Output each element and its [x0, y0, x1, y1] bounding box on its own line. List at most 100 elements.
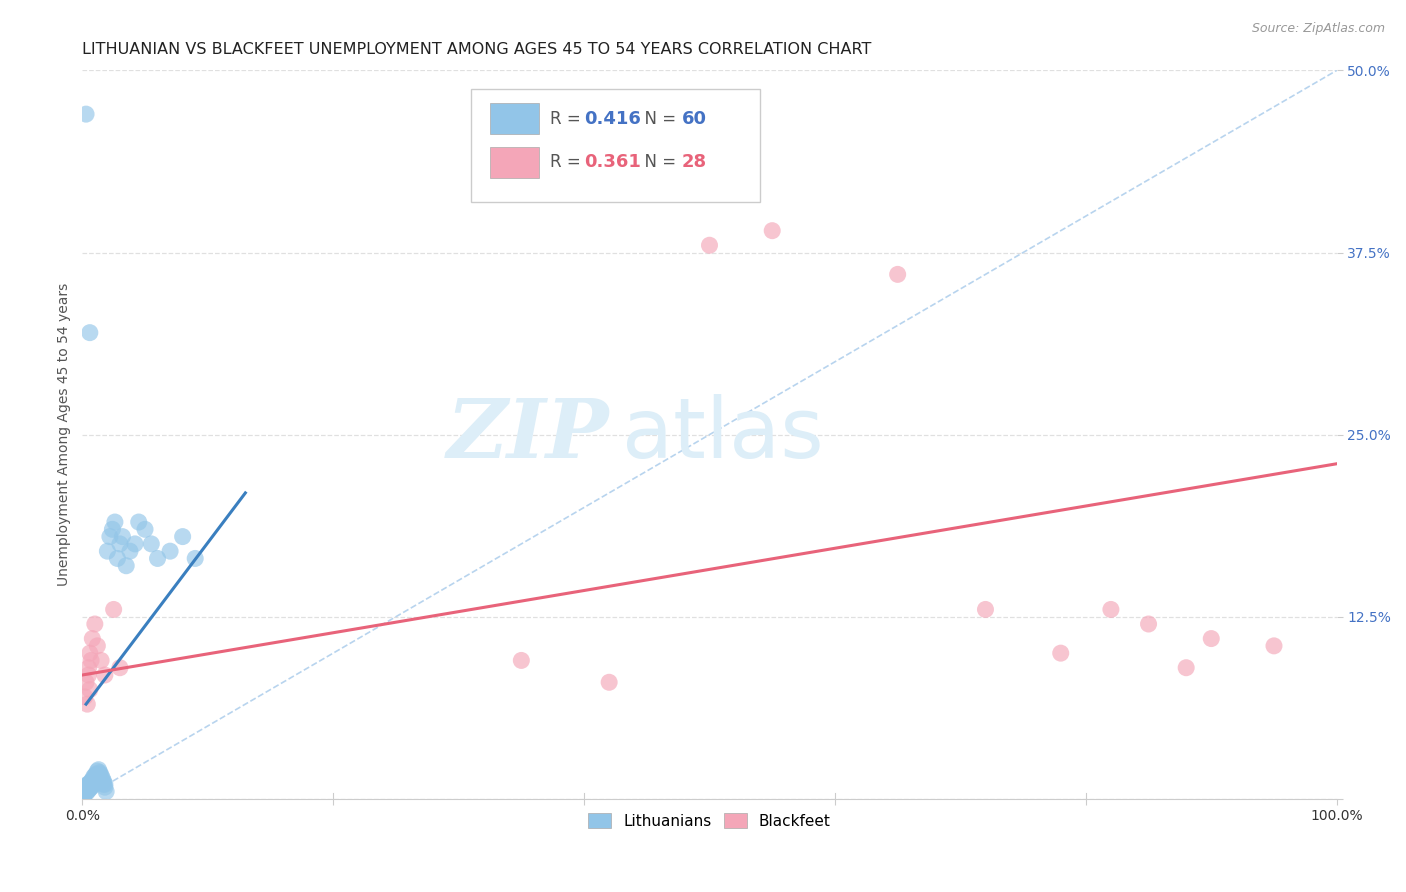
Point	[83, 768, 105, 782]
Point	[91, 772, 114, 786]
Point	[77, 777, 100, 791]
Point	[172, 530, 194, 544]
Point	[76, 780, 98, 794]
FancyBboxPatch shape	[489, 103, 538, 134]
Point	[510, 653, 533, 667]
Text: 60: 60	[682, 110, 707, 128]
Point	[1263, 639, 1285, 653]
Point	[82, 772, 104, 787]
Point	[86, 639, 108, 653]
Point	[90, 653, 112, 667]
Text: N =: N =	[634, 110, 682, 128]
Point	[82, 779, 104, 793]
Point	[101, 522, 124, 536]
Point	[146, 551, 169, 566]
Text: R =: R =	[550, 110, 586, 128]
Point	[118, 544, 141, 558]
Point	[103, 602, 125, 616]
Point	[76, 784, 98, 798]
Point	[72, 780, 94, 794]
Point	[84, 774, 107, 789]
Point	[159, 544, 181, 558]
Y-axis label: Unemployment Among Ages 45 to 54 years: Unemployment Among Ages 45 to 54 years	[58, 283, 72, 586]
Text: 28: 28	[682, 153, 707, 171]
FancyBboxPatch shape	[471, 88, 759, 202]
Point	[96, 544, 118, 558]
Point	[107, 551, 129, 566]
Text: 0.416: 0.416	[583, 110, 641, 128]
Point	[1049, 646, 1071, 660]
Point	[86, 764, 108, 779]
Point	[72, 792, 94, 806]
Text: N =: N =	[634, 153, 682, 171]
Point	[72, 788, 94, 802]
Point	[80, 780, 103, 794]
Point	[94, 780, 117, 794]
Point	[79, 646, 101, 660]
Point	[80, 774, 103, 789]
Point	[94, 784, 117, 798]
Point	[111, 530, 134, 544]
Point	[87, 770, 110, 784]
Point	[77, 661, 100, 675]
Point	[598, 675, 620, 690]
Text: LITHUANIAN VS BLACKFEET UNEMPLOYMENT AMONG AGES 45 TO 54 YEARS CORRELATION CHART: LITHUANIAN VS BLACKFEET UNEMPLOYMENT AMO…	[83, 42, 872, 57]
Point	[77, 668, 100, 682]
Point	[75, 107, 97, 121]
Point	[89, 765, 111, 780]
FancyBboxPatch shape	[489, 147, 538, 178]
Point	[83, 776, 105, 790]
Point	[90, 768, 112, 782]
Point	[104, 515, 127, 529]
Point	[134, 522, 156, 536]
Point	[80, 653, 103, 667]
Point	[598, 107, 620, 121]
Point	[93, 774, 115, 789]
Text: atlas: atlas	[621, 394, 824, 475]
Point	[124, 537, 146, 551]
Text: R =: R =	[550, 153, 586, 171]
Point	[77, 783, 100, 797]
Point	[73, 784, 96, 798]
Point	[94, 777, 117, 791]
Point	[84, 767, 107, 781]
Point	[83, 617, 105, 632]
Point	[699, 238, 721, 252]
Point	[1199, 632, 1222, 646]
Point	[86, 772, 108, 786]
Point	[93, 777, 115, 791]
Point	[79, 781, 101, 796]
Point	[87, 763, 110, 777]
Point	[1137, 617, 1160, 632]
Point	[72, 788, 94, 802]
Point	[128, 515, 150, 529]
Point	[761, 224, 783, 238]
Point	[1175, 661, 1198, 675]
Legend: Lithuanians, Blackfeet: Lithuanians, Blackfeet	[582, 806, 837, 835]
Point	[141, 537, 163, 551]
Point	[72, 789, 94, 803]
Point	[79, 682, 101, 697]
Text: ZIP: ZIP	[447, 394, 609, 475]
Point	[75, 781, 97, 796]
Point	[73, 690, 96, 704]
Text: Source: ZipAtlas.com: Source: ZipAtlas.com	[1251, 22, 1385, 36]
Point	[82, 632, 104, 646]
Point	[94, 668, 117, 682]
Point	[75, 675, 97, 690]
Point	[83, 777, 105, 791]
Point	[73, 783, 96, 797]
Point	[75, 786, 97, 800]
Point	[1099, 602, 1122, 616]
Point	[108, 537, 131, 551]
Point	[79, 326, 101, 340]
Point	[108, 661, 131, 675]
Point	[98, 530, 121, 544]
Point	[184, 551, 207, 566]
Point	[886, 268, 908, 282]
Point	[79, 776, 101, 790]
Point	[76, 697, 98, 711]
Text: 0.361: 0.361	[583, 153, 641, 171]
Point	[73, 779, 96, 793]
Point	[974, 602, 997, 616]
